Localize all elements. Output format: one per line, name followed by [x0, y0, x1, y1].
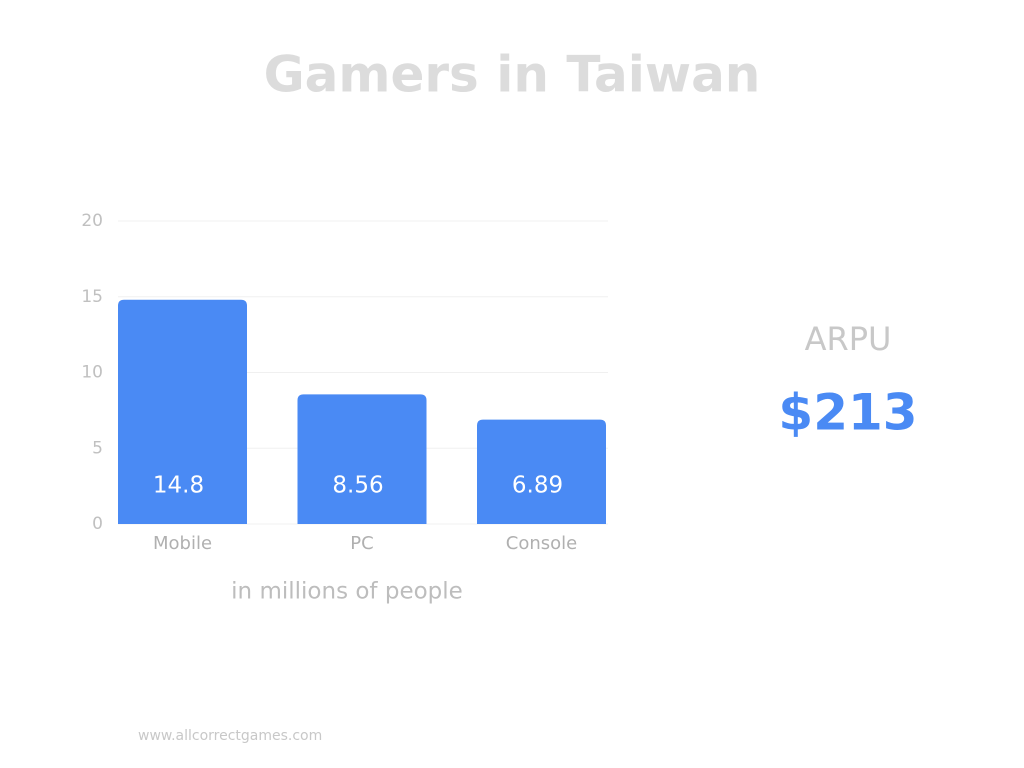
y-tick-label: 5: [92, 438, 103, 458]
x-tick-label: Mobile: [153, 533, 212, 554]
value-label: 14.8: [153, 473, 204, 499]
y-tick-label: 0: [92, 514, 103, 534]
kpi-value: $213: [778, 384, 917, 442]
kpi-label: ARPU: [805, 320, 892, 358]
y-tick-label: 10: [81, 363, 103, 383]
x-tick-label: Console: [506, 533, 577, 554]
x-tick-label: PC: [350, 533, 373, 554]
chart-title: Gamers in Taiwan: [264, 46, 761, 104]
y-tick-label: 15: [81, 287, 103, 307]
y-tick-label: 20: [81, 211, 103, 231]
bar: [297, 394, 427, 524]
bar: [477, 419, 606, 524]
footer: www.allcorrectgames.com: [138, 728, 322, 744]
value-label: 6.89: [512, 473, 563, 499]
bar: [118, 299, 247, 524]
x-axis-label: in millions of people: [231, 579, 463, 605]
value-label: 8.56: [332, 473, 383, 499]
